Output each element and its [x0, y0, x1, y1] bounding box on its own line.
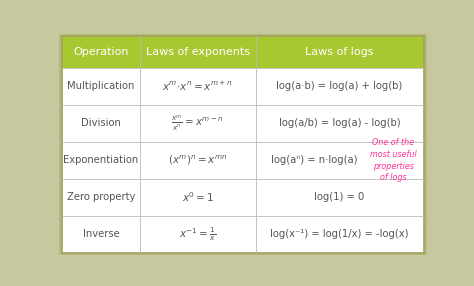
Bar [62, 105, 424, 142]
Bar [62, 142, 424, 179]
Text: Exponentiation: Exponentiation [64, 155, 139, 165]
Text: log(aⁿ) = n·log(a): log(aⁿ) = n·log(a) [271, 155, 358, 165]
Text: Laws of exponents: Laws of exponents [146, 47, 250, 57]
Text: Operation: Operation [73, 47, 129, 57]
Text: Zero property: Zero property [67, 192, 135, 202]
Text: Multiplication: Multiplication [67, 81, 135, 91]
Text: log(a/b) = log(a) - log(b): log(a/b) = log(a) - log(b) [279, 118, 401, 128]
Text: log(a·b) = log(a) + log(b): log(a·b) = log(a) + log(b) [276, 81, 403, 91]
Text: One of the
most useful
properties
of logs: One of the most useful properties of log… [370, 138, 417, 182]
Text: log(x⁻¹) = log(1/x) = -log(x): log(x⁻¹) = log(1/x) = -log(x) [270, 229, 409, 239]
Text: $x^m{\cdot}x^n = x^{m+n}$: $x^m{\cdot}x^n = x^{m+n}$ [163, 80, 233, 93]
Bar [62, 67, 424, 105]
Bar [62, 216, 424, 253]
Text: $(x^m)^n = x^{mn}$: $(x^m)^n = x^{mn}$ [168, 154, 228, 167]
Text: $x^0 = 1$: $x^0 = 1$ [182, 190, 214, 204]
Text: log(1) = 0: log(1) = 0 [314, 192, 365, 202]
Bar [62, 179, 424, 216]
Text: Laws of logs: Laws of logs [305, 47, 374, 57]
Text: Inverse: Inverse [82, 229, 119, 239]
Text: $\frac{x^m}{x^n} = x^{m-n}$: $\frac{x^m}{x^n} = x^{m-n}$ [172, 114, 224, 133]
Text: Division: Division [81, 118, 121, 128]
Bar [62, 36, 424, 67]
Text: $x^{-1} = \frac{1}{x}$: $x^{-1} = \frac{1}{x}$ [179, 226, 216, 243]
